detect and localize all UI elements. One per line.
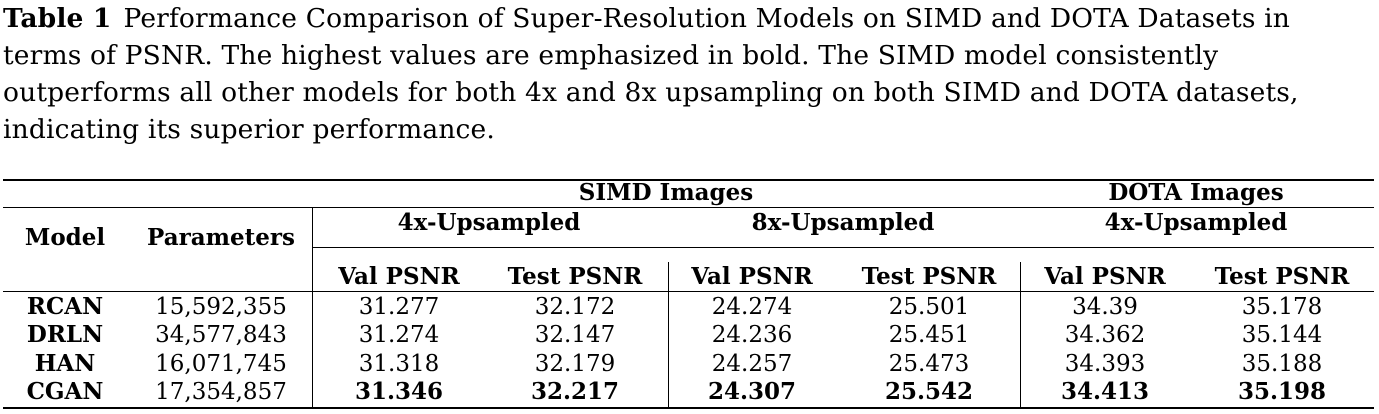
group-rule [3,207,1374,208]
row-rcan-dota4x-test: 35.178 [1241,294,1323,320]
row-han-params: 16,071,745 [155,351,287,377]
caption-text: Performance Comparison of Super-Resoluti… [3,3,1299,145]
row-drln-simd8x-val: 24.236 [711,322,793,348]
vline-3 [1020,262,1021,407]
col-header-simd4x-val: Val PSNR [338,263,460,290]
row-han-simd4x-val: 31.318 [358,351,440,377]
row-han-simd8x-val: 24.257 [711,351,793,377]
row-drln-simd8x-test: 25.451 [888,322,970,348]
col-header-simd4x-test: Test PSNR [507,263,643,290]
sub-rule-simd-4x [312,247,668,248]
sub-header-dota-4x: 4x-Upsampled [1104,209,1288,236]
row-han-dota4x-test: 35.188 [1241,351,1323,377]
row-drln-dota4x-val: 34.362 [1064,322,1146,348]
row-cgan-simd8x-test: 25.542 [884,378,974,405]
group-header-dota: DOTA Images [1108,179,1284,206]
col-header-dota4x-test: Test PSNR [1214,263,1350,290]
row-drln-simd4x-val: 31.274 [358,322,440,348]
row-han-simd4x-test: 32.179 [534,351,616,377]
row-rcan-params: 15,592,355 [155,294,287,320]
row-rcan-simd8x-val: 24.274 [711,294,793,320]
col-header-dota4x-val: Val PSNR [1044,263,1166,290]
row-han-simd8x-test: 25.473 [888,351,970,377]
col-header-simd8x-test: Test PSNR [861,263,997,290]
row-cgan-simd4x-val: 31.346 [354,378,444,405]
header-rule [3,291,1374,292]
sub-rule-dota-4x [1020,247,1374,248]
bottom-rule [3,407,1374,409]
row-cgan-dota4x-test: 35.198 [1237,378,1327,405]
vline-1 [312,208,313,407]
row-cgan-model: CGAN [26,378,104,405]
table-caption: Table 1 Performance Comparison of Super-R… [3,0,1373,148]
sub-header-simd-4x: 4x-Upsampled [397,209,581,236]
row-cgan-simd8x-val: 24.307 [707,378,797,405]
row-drln-params: 34,577,843 [155,322,287,348]
row-rcan-dota4x-val: 34.39 [1072,294,1138,320]
row-drln-model: DRLN [26,321,104,348]
col-header-parameters: Parameters [147,224,295,251]
col-header-model: Model [24,224,106,251]
row-rcan-simd8x-test: 25.501 [888,294,970,320]
row-han-model: HAN [34,350,96,377]
col-header-simd8x-val: Val PSNR [691,263,813,290]
row-drln-simd4x-test: 32.147 [534,322,616,348]
row-cgan-simd4x-test: 32.217 [530,378,620,405]
row-drln-dota4x-test: 35.144 [1241,322,1323,348]
row-cgan-dota4x-val: 34.413 [1060,378,1150,405]
row-rcan-simd4x-test: 32.172 [534,294,616,320]
sub-rule-simd-8x [668,247,1020,248]
group-header-simd: SIMD Images [578,179,754,206]
row-rcan-simd4x-val: 31.277 [358,294,440,320]
top-rule [3,179,1374,181]
vline-2 [668,262,669,407]
row-cgan-params: 17,354,857 [155,379,287,405]
row-han-dota4x-val: 34.393 [1064,351,1146,377]
caption-label: Table 1 [3,3,112,34]
row-rcan-model: RCAN [26,293,104,320]
sub-header-simd-8x: 8x-Upsampled [751,209,935,236]
